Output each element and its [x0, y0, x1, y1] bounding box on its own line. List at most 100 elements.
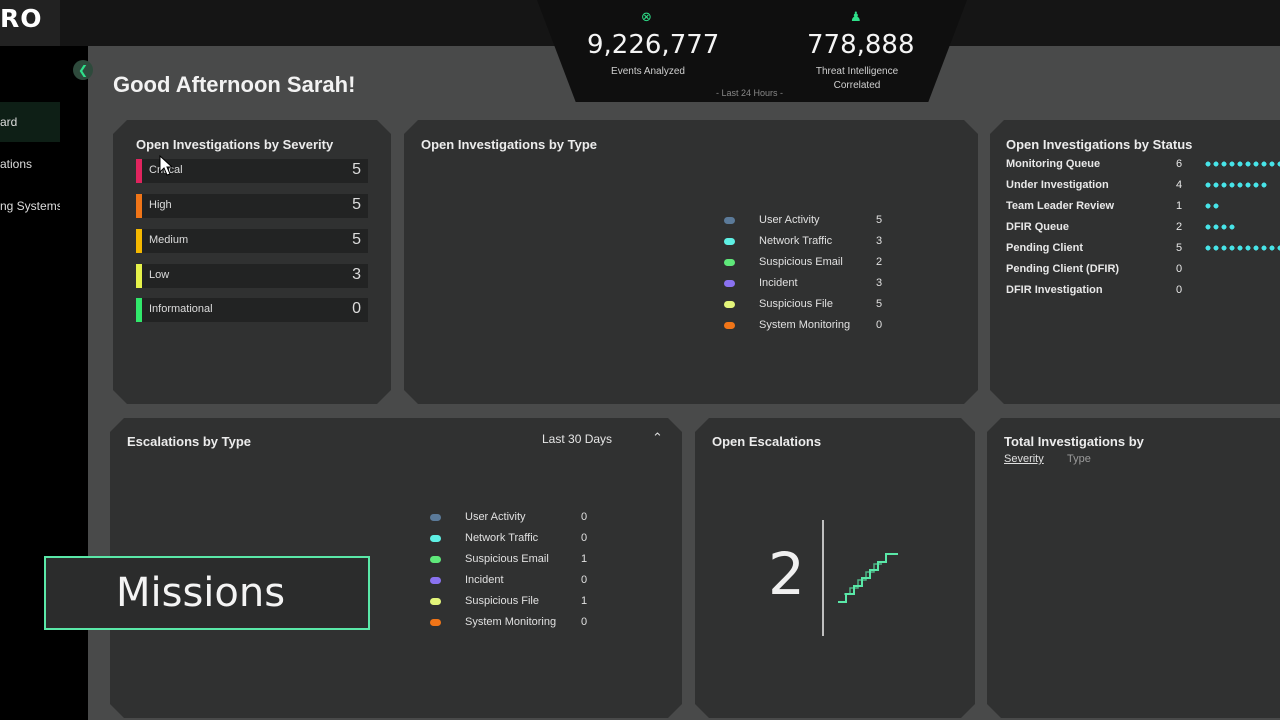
logo-area — [0, 0, 60, 46]
type-panel-title: Open Investigations by Type — [421, 137, 598, 152]
legend-swatch — [430, 619, 441, 626]
status-panel-title: Open Investigations by Status — [1006, 137, 1193, 152]
donut-segment-critical[interactable] — [1124, 490, 1233, 584]
type-panel — [404, 120, 978, 404]
severity-label: Low — [149, 269, 170, 281]
severity-count: 5 — [352, 231, 361, 248]
status-value: 2 — [1176, 221, 1183, 233]
status-value: 0 — [1176, 263, 1183, 275]
legend-value: 5 — [876, 214, 883, 226]
legend-label: Suspicious File — [465, 595, 539, 607]
donut-segment-incident[interactable] — [461, 275, 507, 349]
cursor-icon — [159, 154, 174, 176]
status-value: 0 — [1176, 284, 1183, 296]
legend-value: 0 — [581, 532, 588, 544]
severity-color-bar — [136, 264, 142, 288]
chevron-up-icon[interactable]: ⌃ — [652, 430, 663, 445]
legend-label: User Activity — [759, 214, 820, 226]
escalations-panel-title: Escalations by Type — [127, 434, 252, 449]
donut-segment-user-activity[interactable] — [573, 182, 647, 300]
legend-swatch — [430, 535, 441, 542]
legend-swatch — [430, 514, 441, 521]
status-label: DFIR Investigation — [1006, 284, 1103, 296]
status-bar — [1204, 203, 1220, 209]
severity-count: 5 — [352, 161, 361, 178]
severity-color-bar — [136, 298, 142, 322]
donut-segment-suspicious-email[interactable] — [512, 348, 566, 365]
legend-value: 0 — [581, 511, 588, 523]
status-label: Pending Client — [1006, 242, 1083, 254]
total-investigations-panel — [987, 418, 1280, 718]
stairs-icon — [838, 553, 898, 603]
donut-segment-high[interactable] — [1124, 586, 1233, 680]
donut-segment-suspicious-file[interactable] — [461, 179, 566, 269]
donut-segment-low[interactable] — [1051, 493, 1121, 553]
status-label: Under Investigation — [1006, 179, 1109, 191]
threat-intel-label: Threat Intelligence Correlated — [815, 66, 899, 91]
legend-label: Suspicious Email — [465, 553, 549, 565]
sidebar-item-label: ng Systems — [0, 199, 60, 213]
legend-swatch — [724, 238, 735, 245]
severity-label: High — [149, 199, 172, 211]
stats-header — [537, 0, 967, 102]
donut-segment-network-traffic[interactable] — [573, 305, 639, 362]
total-investigations-title: Total Investigations by — [1004, 434, 1144, 449]
severity-row[interactable]: High 5 — [136, 194, 368, 218]
events-analyzed-label: Events Analyzed — [611, 66, 685, 77]
legend-label: Network Traffic — [759, 235, 833, 247]
status-label: Monitoring Queue — [1006, 158, 1101, 170]
missions-overlay[interactable]: Missions — [44, 556, 370, 630]
status-value: 6 — [1176, 158, 1183, 170]
legend-swatch — [724, 322, 735, 329]
legend-swatch — [724, 280, 735, 287]
sidebar-item-dashboard[interactable]: ard — [0, 102, 60, 142]
severity-row[interactable]: Low 3 — [136, 264, 368, 288]
status-label: Team Leader Review — [1006, 200, 1115, 212]
open-escalations-count: 2 — [768, 540, 805, 608]
stats-period: - Last 24 Hours - — [716, 88, 784, 98]
legend-value: 3 — [876, 235, 883, 247]
people-icon: ♟ — [850, 9, 862, 24]
legend-value: 2 — [876, 256, 883, 268]
events-analyzed-value: 9,226,777 — [587, 30, 720, 60]
legend-swatch — [724, 217, 735, 224]
status-bar — [1204, 224, 1236, 230]
donut-segment-medium[interactable] — [1043, 555, 1121, 677]
legend-value: 0 — [876, 319, 883, 331]
status-bar — [1204, 182, 1268, 188]
status-value: 4 — [1176, 179, 1183, 191]
severity-color-bar — [136, 159, 142, 183]
severity-color-bar — [136, 229, 142, 253]
sidebar-item-investigations[interactable]: ations — [0, 144, 60, 184]
status-bar — [1204, 245, 1280, 251]
sidebar-item-monitoring-systems[interactable]: ng Systems — [0, 186, 60, 226]
legend-swatch — [430, 577, 441, 584]
legend-swatch — [430, 556, 441, 563]
status-label: DFIR Queue — [1006, 221, 1069, 233]
target-icon: ⊗ — [641, 9, 652, 24]
status-panel — [990, 120, 1280, 404]
severity-row[interactable]: Medium 5 — [136, 229, 368, 253]
legend-label: Network Traffic — [465, 532, 539, 544]
tab-type[interactable]: Type — [1067, 453, 1091, 465]
severity-count: 0 — [352, 300, 361, 317]
chevron-left-icon: ❮ — [77, 63, 89, 77]
legend-value: 0 — [581, 616, 588, 628]
divider — [822, 520, 824, 636]
period-select[interactable]: Last 30 Days — [542, 432, 613, 446]
legend-value: 5 — [876, 298, 883, 310]
missions-label: Missions — [116, 570, 286, 616]
app-logo[interactable]: RO — [0, 4, 43, 33]
legend-swatch — [724, 259, 735, 266]
severity-row[interactable]: Informational 0 — [136, 298, 368, 322]
severity-panel-title: Open Investigations by Severity — [136, 137, 334, 152]
legend-value: 3 — [876, 277, 883, 289]
legend-swatch — [430, 598, 441, 605]
status-value: 5 — [1176, 242, 1183, 254]
tab-severity[interactable]: Severity — [1004, 453, 1044, 465]
sidebar-collapse-button[interactable]: ❮ — [73, 60, 93, 80]
sidebar-item-label: ard — [0, 115, 18, 129]
legend-label: System Monitoring — [465, 616, 557, 628]
legend-label: System Monitoring — [759, 319, 851, 331]
severity-label: Informational — [149, 303, 213, 315]
